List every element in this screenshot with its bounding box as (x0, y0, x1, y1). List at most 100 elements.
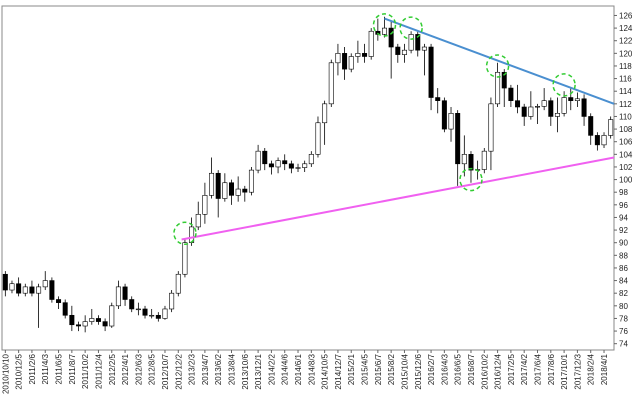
x-tick-label: 2017/12/3 (573, 353, 582, 389)
candle-body (215, 172, 221, 199)
highlight-circle (372, 13, 397, 37)
y-tick-label: 80 (619, 302, 628, 311)
candle-body (515, 100, 521, 108)
candle-body (122, 286, 128, 300)
x-tick-label: 2013/2/3 (188, 353, 197, 385)
y-tick-label: 90 (619, 239, 628, 248)
highlight-circle (552, 73, 576, 97)
x-tick-label: 2014/12/7 (334, 353, 343, 389)
x-tick-label: 2013/10/6 (241, 353, 250, 389)
candle-body (9, 283, 15, 291)
candle-body (282, 160, 288, 165)
x-tick-label: 2011/12/4 (94, 353, 103, 389)
x-tick-label: 2014/4/6 (281, 353, 290, 385)
candle-body (268, 163, 274, 168)
candle-body (42, 280, 48, 288)
candle-body (561, 97, 567, 114)
candle-body (448, 113, 454, 130)
candle-body (401, 49, 407, 55)
candle-body (242, 188, 248, 193)
candle-body (348, 56, 354, 70)
x-tick-label: 2016/4/3 (440, 353, 449, 385)
trend-line (384, 17, 615, 105)
candle-body (574, 98, 580, 101)
candle-body (335, 53, 341, 64)
candle-body (248, 169, 254, 193)
y-tick-label: 102 (619, 163, 633, 172)
candle-body (36, 286, 42, 294)
candle-body (554, 113, 560, 117)
y-tick-label: 124 (619, 24, 633, 33)
y-tick-label: 122 (619, 37, 633, 46)
y-tick-label: 116 (619, 75, 632, 84)
candle-body (69, 314, 75, 326)
highlight-circle (459, 167, 483, 192)
x-tick-label: 2017/4/2 (520, 353, 529, 385)
y-tick-label: 86 (619, 264, 628, 273)
candle-body (322, 103, 328, 124)
candle-body (468, 154, 474, 171)
x-tick-label: 2011/10/2 (81, 353, 90, 389)
candle-body (488, 103, 494, 152)
candle-body (288, 163, 294, 169)
candle-body (395, 46, 401, 55)
candle-body (155, 314, 161, 319)
x-tick-label: 2013/4/7 (201, 353, 210, 385)
candle-body (481, 150, 487, 170)
candle-body (135, 308, 141, 311)
y-tick-label: 118 (619, 62, 632, 71)
candle-body (362, 53, 368, 57)
x-tick-label: 2016/12/4 (494, 353, 503, 389)
y-tick-label: 96 (619, 201, 628, 210)
candle-body (16, 283, 22, 294)
candle-body (421, 46, 427, 51)
candle-body (521, 106, 527, 117)
candle-body (2, 273, 8, 291)
x-tick-label: 2015/12/6 (414, 353, 423, 389)
x-tick-label: 2015/10/4 (400, 353, 409, 389)
candle-body (222, 182, 228, 199)
x-tick-label: 2012/6/3 (134, 353, 143, 385)
y-tick-label: 104 (619, 150, 633, 159)
candle-body (56, 299, 62, 303)
candle-body (328, 62, 334, 105)
candle-body (495, 71, 501, 105)
candle-body (182, 242, 188, 275)
candle-body (195, 213, 201, 228)
x-tick-label: 2016/2/7 (427, 353, 436, 385)
candle-body (368, 30, 374, 57)
candle-body (235, 188, 241, 196)
x-tick-label: 2013/12/1 (254, 353, 263, 389)
y-tick-label: 106 (619, 138, 633, 147)
candle-body (461, 154, 467, 165)
candle-body (22, 286, 28, 294)
y-tick-label: 114 (619, 87, 632, 96)
plot-frame (1, 5, 615, 351)
x-tick-label: 2014/2/2 (267, 353, 276, 385)
y-tick-label: 78 (619, 314, 628, 323)
x-tick-label: 2011/8/7 (68, 353, 77, 384)
y-tick-label: 92 (619, 226, 628, 235)
x-tick-label: 2015/6/7 (374, 353, 383, 385)
x-tick-label: 2014/6/1 (294, 353, 303, 385)
candle-body (209, 172, 215, 196)
candle-body (175, 273, 181, 294)
y-tick-label: 110 (619, 112, 632, 121)
x-tick-label: 2015/4/5 (361, 353, 370, 385)
candle-body (581, 98, 587, 117)
x-tick-label: 2017/2/5 (507, 353, 516, 385)
x-tick-label: 2017/6/4 (534, 353, 543, 385)
x-tick-label: 2014/10/5 (321, 353, 330, 389)
candle-body (62, 302, 68, 316)
x-tick-label: 2016/8/7 (467, 353, 476, 385)
y-tick-label: 112 (619, 100, 632, 109)
candle-body (534, 106, 540, 108)
x-tick-label: 2011/4/3 (41, 353, 50, 384)
candle-body (601, 135, 607, 146)
candle-body (162, 308, 168, 319)
candle-body (202, 195, 208, 215)
candle-body (388, 27, 394, 48)
candle-body (315, 122, 321, 155)
candle-body (95, 318, 101, 322)
